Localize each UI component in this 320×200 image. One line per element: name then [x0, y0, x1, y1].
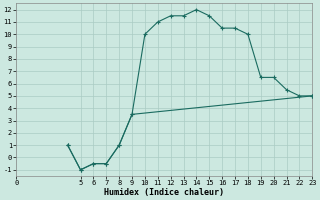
X-axis label: Humidex (Indice chaleur): Humidex (Indice chaleur) [104, 188, 224, 197]
